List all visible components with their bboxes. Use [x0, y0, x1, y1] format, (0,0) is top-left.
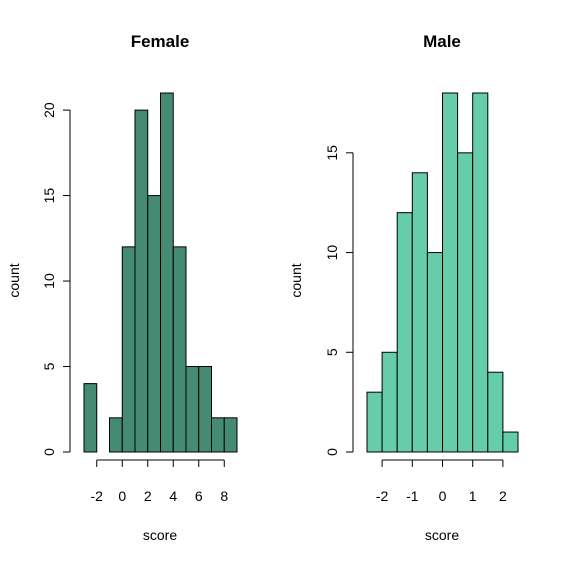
- histogram-bar: [223, 417, 238, 453]
- histogram-bar: [366, 391, 383, 453]
- x-axis-label: score: [143, 527, 177, 543]
- y-axis-label: count: [6, 263, 22, 297]
- histogram-bar: [134, 109, 149, 453]
- y-tick-label: 5: [41, 362, 57, 370]
- histogram-panel-female: 0 5 10 15 20 -2 0 2 4 6 8 Female score count: [6, 32, 238, 543]
- x-axis-label: score: [425, 527, 459, 543]
- histogram-bar: [426, 252, 443, 453]
- x-tick-label: -1: [406, 488, 419, 504]
- y-tick-label: 10: [41, 273, 57, 289]
- histogram-bar: [396, 212, 413, 453]
- histogram-bar: [502, 431, 519, 453]
- histogram-bar: [211, 417, 225, 453]
- histogram-bar: [172, 246, 187, 453]
- x-tick-label: 0: [118, 488, 126, 504]
- y-tick-label: 0: [41, 448, 57, 456]
- histogram-bar: [411, 172, 428, 453]
- x-tick-label: 4: [169, 488, 177, 504]
- histogram-bar: [487, 371, 504, 453]
- histogram-bar: [160, 92, 174, 453]
- histogram-bar: [121, 246, 136, 453]
- histogram-bar: [198, 366, 212, 453]
- x-tick-label: 8: [220, 488, 228, 504]
- x-tick-label: 6: [195, 488, 203, 504]
- histogram-panel-male: 0 5 10 15 -2 -1 0 1 2 Male score count: [288, 32, 519, 543]
- y-tick-label: 15: [324, 145, 340, 161]
- x-tick-label: -2: [376, 488, 389, 504]
- x-tick-label: -2: [91, 488, 104, 504]
- chart-title: Female: [131, 32, 190, 51]
- histogram-bar: [381, 351, 398, 453]
- x-tick-label: 2: [499, 488, 507, 504]
- histogram-bar: [147, 195, 161, 453]
- chart-title: Male: [423, 32, 461, 51]
- y-axis-label: count: [288, 263, 304, 297]
- histogram-bar: [472, 92, 489, 453]
- histogram-bar: [185, 366, 200, 453]
- y-tick-label: 0: [324, 448, 340, 456]
- histogram-bar: [109, 417, 123, 453]
- histogram-bar: [83, 383, 98, 453]
- x-tick-label: 2: [144, 488, 152, 504]
- histogram-bar: [457, 152, 474, 453]
- y-tick-label: 5: [324, 348, 340, 356]
- y-tick-label: 10: [324, 245, 340, 261]
- y-tick-label: 20: [41, 102, 57, 118]
- y-tick-label: 15: [41, 188, 57, 204]
- x-tick-label: 1: [469, 488, 477, 504]
- x-tick-label: 0: [439, 488, 447, 504]
- histogram-bar: [442, 92, 459, 453]
